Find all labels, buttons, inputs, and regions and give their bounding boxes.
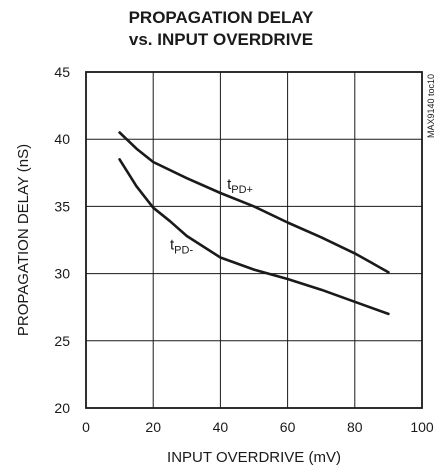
x-tick-label: 100: [410, 419, 434, 435]
series-label-sub: PD+: [231, 184, 253, 196]
chart-title-line2: vs. INPUT OVERDRIVE: [128, 30, 314, 49]
series-label-0: tPD+: [227, 176, 253, 196]
x-tick-label: 60: [280, 419, 296, 435]
x-tick-label: 0: [82, 419, 90, 435]
y-axis-label: PROPAGATION DELAY (nS): [15, 144, 32, 336]
series-labels: tPD+tPD-: [170, 176, 253, 256]
series-lines: [118, 131, 390, 316]
y-tick-label: 40: [54, 131, 70, 147]
y-tick-label: 20: [54, 400, 70, 416]
x-axis-label: INPUT OVERDRIVE (mV): [167, 449, 341, 466]
figure-code: MAX9140 toc10: [426, 74, 436, 138]
y-tick-labels: 20 25 30 35 40 45: [54, 64, 70, 416]
y-tick-label: 35: [54, 198, 70, 214]
x-tick-label: 80: [347, 419, 363, 435]
plot-frame: [85, 71, 423, 409]
x-tick-labels: 0 20 40 60 80 100: [82, 419, 434, 435]
x-tick-label: 20: [145, 419, 161, 435]
series-line-0: [118, 131, 390, 274]
series-label-sub: PD-: [174, 244, 193, 256]
x-tick-label: 40: [213, 419, 229, 435]
series-label-main: t: [170, 236, 175, 253]
series-line-1: [118, 158, 390, 316]
chart-title-line1: PROPAGATION DELAY: [128, 8, 314, 27]
y-tick-label: 30: [54, 266, 70, 282]
y-tick-label: 45: [54, 64, 70, 80]
series-label-1: tPD-: [170, 236, 193, 256]
y-tick-label: 25: [54, 333, 70, 349]
grid: [86, 72, 422, 408]
series-label-main: t: [227, 176, 232, 193]
